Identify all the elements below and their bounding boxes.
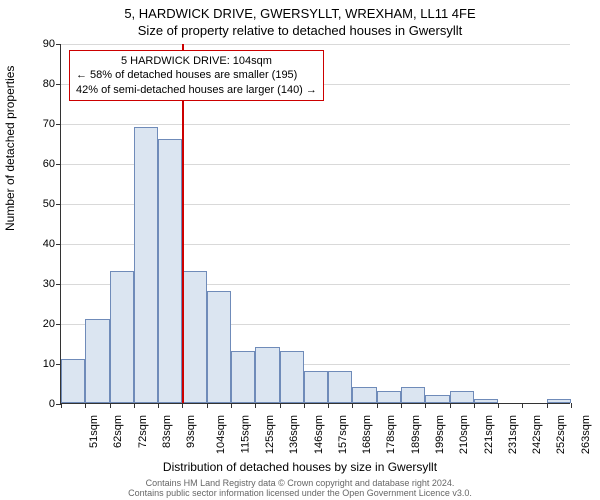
x-tick-mark — [450, 403, 451, 408]
y-tick-label: 10 — [43, 358, 55, 370]
histogram-bar — [547, 399, 571, 403]
histogram-bar — [377, 391, 401, 403]
x-tick-mark — [352, 403, 353, 408]
y-tick-mark — [56, 244, 61, 245]
x-tick-label: 221sqm — [483, 415, 495, 454]
y-tick-mark — [56, 44, 61, 45]
footer-line1: Contains HM Land Registry data © Crown c… — [0, 478, 600, 488]
histogram-bar — [304, 371, 328, 403]
y-tick-mark — [56, 84, 61, 85]
y-tick-label: 60 — [43, 158, 55, 170]
x-tick-mark — [401, 403, 402, 408]
x-tick-mark — [207, 403, 208, 408]
x-tick-mark — [304, 403, 305, 408]
histogram-bar — [85, 319, 109, 403]
x-tick-label: 115sqm — [239, 415, 251, 453]
x-tick-label: 51sqm — [88, 415, 100, 448]
y-tick-mark — [56, 284, 61, 285]
x-tick-mark — [498, 403, 499, 408]
y-tick-label: 30 — [43, 278, 55, 290]
x-tick-mark — [328, 403, 329, 408]
y-tick-label: 80 — [43, 78, 55, 90]
x-tick-mark — [377, 403, 378, 408]
x-tick-label: 62sqm — [112, 415, 124, 448]
x-tick-mark — [134, 403, 135, 408]
histogram-bar — [425, 395, 449, 403]
x-tick-label: 231sqm — [507, 415, 519, 454]
x-tick-label: 93sqm — [185, 415, 197, 448]
plot-area: 010203040506070809051sqm62sqm72sqm83sqm9… — [60, 44, 570, 404]
x-tick-label: 189sqm — [410, 415, 422, 454]
chart-title-line2: Size of property relative to detached ho… — [0, 21, 600, 38]
y-tick-label: 70 — [43, 118, 55, 130]
x-tick-mark — [231, 403, 232, 408]
histogram-bar — [255, 347, 279, 403]
histogram-bar — [474, 399, 498, 403]
y-tick-mark — [56, 124, 61, 125]
chart-title-line1: 5, HARDWICK DRIVE, GWERSYLLT, WREXHAM, L… — [0, 0, 600, 21]
histogram-bar — [207, 291, 231, 403]
x-tick-mark — [85, 403, 86, 408]
x-tick-label: 263sqm — [580, 415, 592, 454]
x-tick-label: 72sqm — [137, 415, 149, 448]
x-tick-label: 83sqm — [161, 415, 173, 448]
grid-line — [61, 44, 570, 45]
y-tick-label: 90 — [43, 38, 55, 50]
footer-line2: Contains public sector information licen… — [0, 488, 600, 498]
y-tick-mark — [56, 164, 61, 165]
y-tick-label: 0 — [49, 398, 55, 410]
x-tick-mark — [522, 403, 523, 408]
y-tick-mark — [56, 204, 61, 205]
x-tick-label: 252sqm — [556, 415, 568, 454]
y-axis-label: Number of detached properties — [3, 66, 17, 231]
x-tick-label: 210sqm — [458, 415, 470, 454]
x-tick-mark — [61, 403, 62, 408]
x-tick-mark — [571, 403, 572, 408]
x-tick-mark — [182, 403, 183, 408]
x-tick-label: 104sqm — [216, 415, 228, 454]
x-tick-label: 146sqm — [313, 415, 325, 454]
histogram-bar — [134, 127, 158, 403]
x-tick-mark — [474, 403, 475, 408]
x-tick-mark — [547, 403, 548, 408]
x-tick-label: 168sqm — [361, 415, 373, 454]
y-tick-label: 50 — [43, 198, 55, 210]
x-axis-label: Distribution of detached houses by size … — [0, 460, 600, 474]
histogram-bar — [110, 271, 134, 403]
histogram-bar — [61, 359, 85, 403]
annotation-box: 5 HARDWICK DRIVE: 104sqm← 58% of detache… — [69, 50, 324, 101]
chart-footer: Contains HM Land Registry data © Crown c… — [0, 478, 600, 499]
x-tick-label: 242sqm — [531, 415, 543, 454]
grid-line — [61, 124, 570, 125]
histogram-bar — [280, 351, 304, 403]
histogram-bar — [158, 139, 182, 403]
annotation-line1: 5 HARDWICK DRIVE: 104sqm — [76, 54, 317, 68]
annotation-line2: ← 58% of detached houses are smaller (19… — [76, 68, 317, 82]
annotation-line3: 42% of semi-detached houses are larger (… — [76, 83, 317, 97]
y-tick-label: 40 — [43, 238, 55, 250]
histogram-bar — [450, 391, 474, 403]
x-tick-label: 199sqm — [434, 415, 446, 454]
x-tick-mark — [158, 403, 159, 408]
x-tick-mark — [280, 403, 281, 408]
histogram-bar — [182, 271, 206, 403]
chart-container: 5, HARDWICK DRIVE, GWERSYLLT, WREXHAM, L… — [0, 0, 600, 500]
histogram-bar — [328, 371, 352, 403]
x-tick-mark — [425, 403, 426, 408]
x-tick-mark — [255, 403, 256, 408]
histogram-bar — [231, 351, 255, 403]
histogram-bar — [352, 387, 376, 403]
x-tick-label: 178sqm — [386, 415, 398, 454]
histogram-bar — [401, 387, 425, 403]
y-tick-mark — [56, 324, 61, 325]
y-tick-label: 20 — [43, 318, 55, 330]
x-tick-label: 125sqm — [264, 415, 276, 454]
x-tick-mark — [110, 403, 111, 408]
x-tick-label: 136sqm — [288, 415, 300, 454]
x-tick-label: 157sqm — [337, 415, 349, 454]
